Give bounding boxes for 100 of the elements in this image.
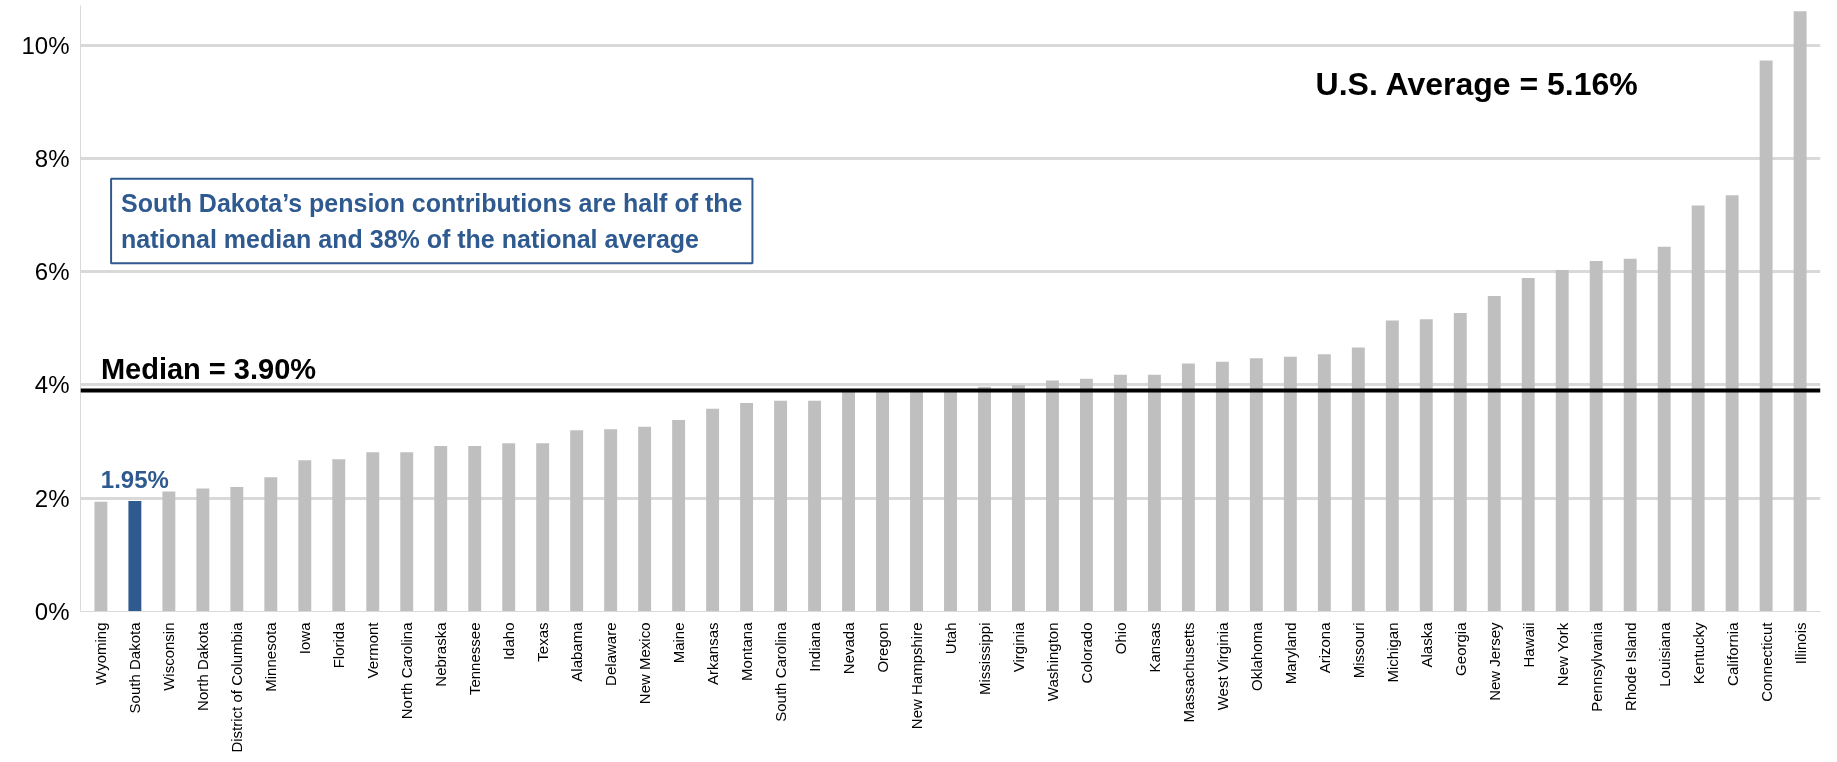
x-tick-label: Delaware [602, 622, 620, 686]
bar [1046, 380, 1059, 612]
x-tick-label: Idaho [500, 622, 518, 661]
bar [1317, 354, 1331, 612]
bar [570, 430, 584, 612]
y-tick-label: 6% [34, 258, 70, 286]
x-tick-label: Rhode Island [1621, 622, 1639, 711]
bar [1215, 361, 1229, 612]
bar [366, 452, 380, 612]
x-tick-label: Vermont [364, 621, 382, 679]
bar [842, 391, 855, 612]
bar [1419, 319, 1433, 612]
x-tick-label: Georgia [1451, 621, 1469, 676]
annotation: U.S. Average = 5.16% [1315, 65, 1638, 102]
x-tick-label: Texas [534, 622, 552, 662]
x-tick-label: Minnesota [262, 621, 280, 692]
x-tick-label: Mississippi [975, 622, 993, 696]
bar [1181, 363, 1195, 612]
bar [1351, 347, 1365, 612]
x-tick-label: Ohio [1111, 622, 1129, 655]
bar [332, 459, 346, 612]
x-tick-label: Michigan [1383, 622, 1401, 683]
x-tick-label: Missouri [1349, 622, 1367, 679]
x-tick-label: Louisiana [1655, 621, 1673, 687]
bar [1453, 313, 1467, 612]
x-tick-label: Wyoming [92, 622, 110, 685]
x-tick-label: Alaska [1417, 621, 1435, 668]
x-tick-label: Florida [330, 621, 348, 669]
bar [1487, 296, 1501, 612]
x-tick-label: Nevada [840, 621, 858, 675]
x-tick-label: Iowa [296, 621, 314, 655]
x-tick-label: Kansas [1145, 622, 1163, 673]
x-tick-label: Wisconsin [160, 622, 178, 691]
bar [1691, 205, 1705, 612]
bar [1113, 374, 1127, 612]
x-tick-label: California [1723, 621, 1741, 686]
x-tick-label: Tennessee [466, 622, 484, 696]
bar [162, 491, 176, 612]
bar [128, 501, 142, 612]
bar [604, 429, 618, 612]
x-tick-label: West Virginia [1213, 621, 1231, 711]
x-tick-label: New Jersey [1485, 622, 1503, 701]
bar [1725, 195, 1739, 612]
x-tick-label: Pennsylvania [1587, 621, 1605, 712]
ref-line-label: Median = 3.90% [100, 352, 317, 385]
bar [1657, 246, 1671, 612]
annotation: South Dakota’s pension contributions are half of the national median and 38% of the national average [121, 188, 743, 254]
x-tick-label: New Hampshire [908, 622, 926, 730]
x-tick-label: District of Columbia [228, 621, 246, 753]
x-tick-label: Oklahoma [1247, 621, 1265, 691]
bar [230, 486, 244, 612]
x-tick-label: Montana [738, 621, 756, 681]
bar [808, 400, 822, 612]
y-tick-label: 8% [34, 144, 70, 172]
x-tick-label: Arizona [1315, 621, 1333, 674]
bar [706, 408, 720, 612]
y-tick-label: 2% [34, 484, 70, 512]
bar [978, 386, 991, 612]
bar [638, 426, 652, 612]
bar [468, 446, 482, 612]
x-tick-label: Maine [670, 622, 688, 664]
bar [1147, 374, 1161, 612]
x-tick-label: Kentucky [1689, 622, 1707, 685]
x-tick-label: Washington [1043, 622, 1061, 702]
x-tick-label: Indiana [806, 621, 824, 672]
bar [740, 403, 754, 612]
bar [1012, 384, 1025, 612]
x-tick-label: North Dakota [194, 621, 212, 711]
bar [672, 420, 686, 612]
x-tick-label: Utah [942, 622, 959, 655]
x-tick-label: New Mexico [636, 622, 654, 705]
bar [298, 460, 312, 612]
x-tick-label: Massachusetts [1179, 622, 1197, 723]
y-tick-label: 0% [34, 598, 70, 625]
bar [1555, 269, 1569, 612]
x-tick-label: Virginia [1009, 621, 1027, 673]
y-tick-label: 10% [21, 31, 70, 59]
bar [536, 443, 550, 612]
x-tick-label: North Carolina [398, 621, 416, 720]
bar [400, 452, 414, 612]
x-tick-label: Oregon [874, 622, 892, 673]
x-tick-label: Illinois [1791, 622, 1809, 665]
x-tick-label: South Dakota [126, 621, 144, 714]
bar [1385, 320, 1399, 612]
x-tick-label: New York [1553, 622, 1571, 687]
bar [1283, 356, 1297, 612]
x-tick-label: Alabama [568, 621, 586, 682]
bar [1589, 260, 1603, 612]
x-tick-label: Arkansas [704, 622, 722, 686]
bar [1249, 358, 1263, 612]
bar [434, 446, 448, 612]
bar [1623, 258, 1637, 612]
y-tick-label: 4% [34, 371, 70, 399]
x-tick-label: Connecticut [1757, 621, 1775, 702]
x-tick-label: Nebraska [432, 621, 450, 687]
x-tick-label: Hawaii [1519, 622, 1537, 668]
bar [876, 390, 889, 612]
x-tick-label: South Carolina [772, 621, 790, 722]
bar [196, 488, 210, 612]
data-label: 1.95% [100, 466, 169, 494]
